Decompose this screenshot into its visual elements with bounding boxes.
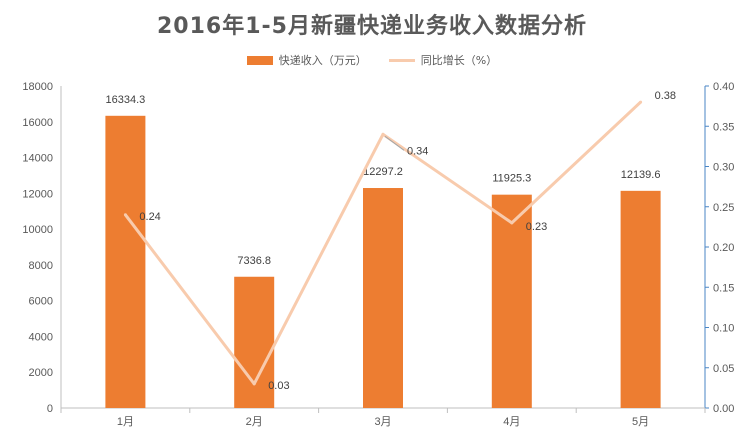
y-left-tick-label: 6000 xyxy=(29,296,53,308)
x-tick-label: 3月 xyxy=(374,416,391,428)
line-data-label: 0.03 xyxy=(268,380,289,392)
y-right-tick-label: 0.10 xyxy=(713,323,734,335)
x-tick-label: 2月 xyxy=(246,416,263,428)
y-right-tick-label: 0.30 xyxy=(713,162,734,174)
x-tick-label: 4月 xyxy=(503,416,520,428)
line-point xyxy=(252,382,256,386)
legend-swatch-growth xyxy=(388,58,415,62)
legend: 快递收入（万元） 同比增长（%） xyxy=(0,52,744,68)
line-point xyxy=(510,221,514,225)
y-left-tick-label: 8000 xyxy=(29,260,53,272)
y-left-tick-label: 12000 xyxy=(22,188,53,200)
bar-data-label: 12297.2 xyxy=(363,166,403,178)
legend-swatch-revenue xyxy=(246,55,273,65)
y-left-tick-label: 18000 xyxy=(22,81,53,93)
y-left-tick-label: 16000 xyxy=(22,117,53,129)
y-left-tick-label: 2000 xyxy=(29,367,53,379)
y-right-tick-label: 0.20 xyxy=(713,242,734,254)
line-point xyxy=(381,132,385,136)
y-left-tick-label: 0 xyxy=(47,403,53,415)
y-right-tick-label: 0.25 xyxy=(713,202,734,214)
y-left-tick-label: 14000 xyxy=(22,153,53,165)
line-point xyxy=(639,100,643,104)
y-right-tick-label: 0.05 xyxy=(713,363,734,375)
bar xyxy=(234,276,275,408)
y-left-tick-label: 4000 xyxy=(29,331,53,343)
bar-data-label: 7336.8 xyxy=(237,255,271,267)
line-point xyxy=(123,213,127,217)
y-right-tick-label: 0.15 xyxy=(713,282,734,294)
legend-item-revenue: 快递收入（万元） xyxy=(246,52,367,68)
bar xyxy=(105,115,146,409)
bar xyxy=(363,188,403,408)
chart-title: 2016年1-5月新疆快递业务收入数据分析 xyxy=(157,14,587,39)
bar xyxy=(491,194,532,408)
bar xyxy=(620,190,661,408)
bar-data-label: 11925.3 xyxy=(492,173,531,185)
y-right-tick-label: 0.40 xyxy=(713,81,734,93)
bar-data-label: 12139.6 xyxy=(621,169,661,181)
legend-item-growth: 同比增长（%） xyxy=(388,52,498,68)
y-right-tick-label: 0.00 xyxy=(713,403,734,415)
line-data-label: 0.23 xyxy=(526,221,547,233)
line-data-label: 0.38 xyxy=(655,90,676,102)
y-right-tick-label: 0.35 xyxy=(713,121,734,133)
x-tick-label: 1月 xyxy=(117,416,134,428)
line-data-label: 0.24 xyxy=(139,211,160,223)
x-tick-label: 5月 xyxy=(632,416,649,428)
bar-data-label: 16334.3 xyxy=(106,94,146,106)
legend-label-revenue: 快递收入（万元） xyxy=(278,54,367,67)
leader-line xyxy=(384,135,405,151)
line-data-label: 0.34 xyxy=(407,145,428,157)
y-left-tick-label: 10000 xyxy=(22,224,53,236)
legend-label-growth: 同比增长（%） xyxy=(420,54,498,67)
